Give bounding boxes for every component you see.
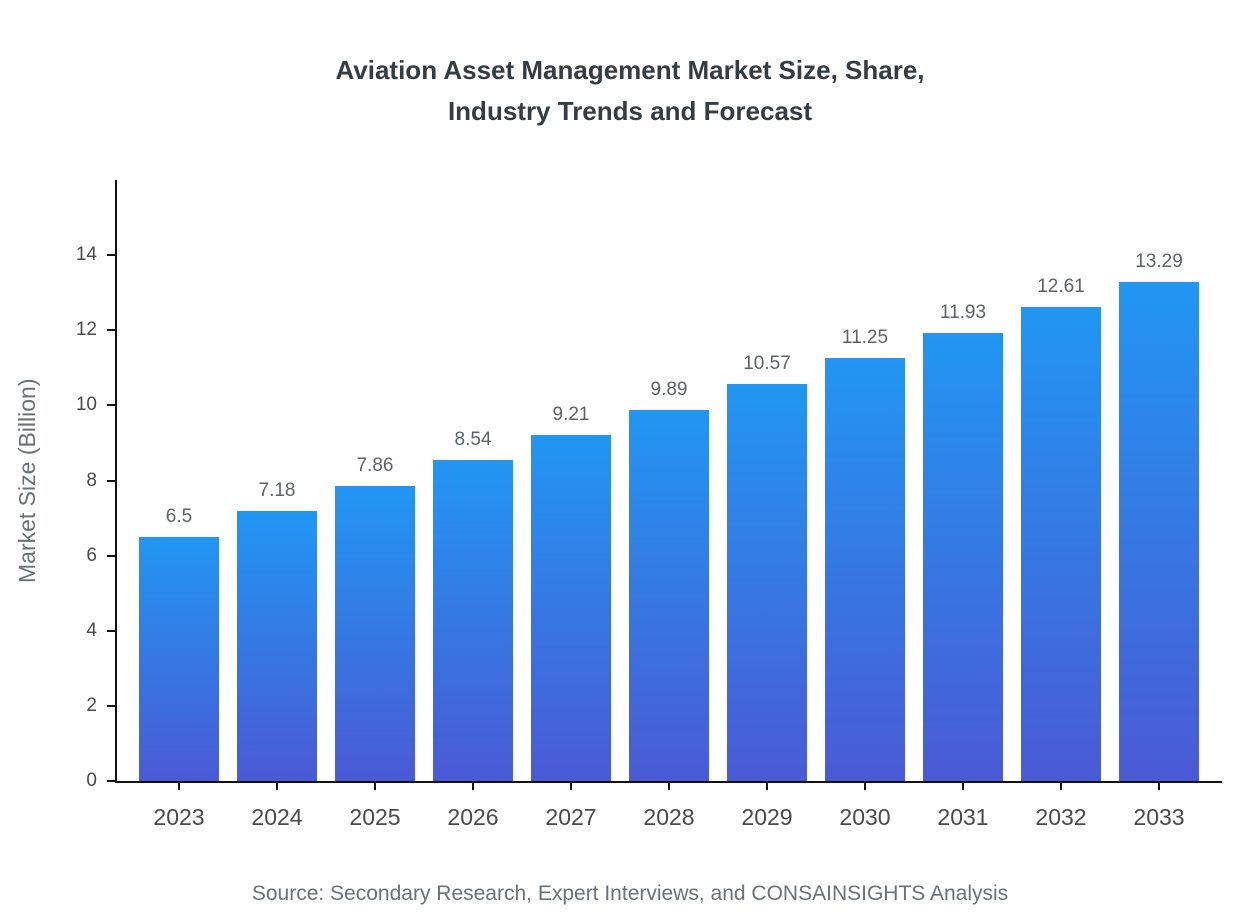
bar-value-label: 11.93 [939, 301, 987, 323]
x-tick-label: 2033 [1133, 804, 1185, 830]
bar-value-label: 9.89 [650, 378, 688, 400]
x-tick-mark [374, 783, 376, 790]
bar-2026: 8.54 2026 [433, 429, 513, 830]
chart-title-line1: Aviation Asset Management Market Size, S… [335, 55, 925, 85]
bar-2031: 11.93 2031 [923, 302, 1003, 830]
bar-2032: 12.61 2032 [1021, 276, 1101, 830]
y-tick-mark [107, 479, 115, 482]
x-tick-mark [178, 783, 180, 790]
bar-2024: 7.18 2024 [237, 480, 317, 830]
x-tick-label: 2023 [153, 804, 205, 830]
x-tick-label: 2028 [643, 804, 695, 830]
x-tick-mark [570, 783, 572, 790]
y-tick-mark [107, 554, 115, 557]
bar-2030: 11.25 2030 [825, 327, 905, 830]
x-tick-label: 2026 [447, 804, 499, 830]
source-note: Source: Secondary Research, Expert Inter… [251, 882, 1009, 905]
x-tick-mark [276, 783, 278, 790]
bars-container: 6.5 2023 7.18 2024 7.86 2025 8.54 2026 9.21 2027 9… [117, 180, 1222, 830]
x-tick-label: 2032 [1035, 804, 1087, 830]
y-axis-tick-labels: 0 2 4 6 8 10 12 14 [0, 180, 97, 791]
bar-value-label: 7.18 [258, 480, 296, 502]
bar-value-label: 8.54 [454, 429, 492, 451]
x-tick-mark [1158, 783, 1160, 790]
y-tick-mark [107, 629, 115, 632]
x-tick-label: 2030 [839, 804, 891, 830]
chart-title: Aviation Asset Management Market Size, S… [0, 50, 1260, 132]
x-tick-mark [962, 783, 964, 790]
bar-value-label: 12.61 [1037, 276, 1085, 298]
y-tick-label: 2 [86, 694, 97, 716]
x-tick-label: 2029 [741, 804, 793, 830]
y-tick-label: 0 [86, 770, 97, 791]
bar-value-label: 11.25 [841, 327, 889, 349]
y-tick-label: 8 [86, 469, 97, 491]
bar-value-label: 6.5 [165, 505, 193, 527]
plot-area: 6.5 2023 7.18 2024 7.86 2025 8.54 2026 9.21 2027 9… [107, 180, 1222, 830]
y-tick-mark [107, 404, 115, 407]
x-tick-mark [766, 783, 768, 790]
y-tick-mark [107, 254, 115, 257]
bar-2027: 9.21 2027 [531, 404, 611, 830]
x-tick-label: 2025 [349, 804, 401, 830]
y-tick-label: 4 [86, 619, 97, 641]
x-tick-label: 2024 [251, 804, 303, 830]
y-tick-label: 10 [75, 394, 97, 416]
y-tick-label: 6 [86, 544, 97, 566]
bar-value-label: 13.29 [1135, 250, 1183, 272]
y-tick-mark [107, 704, 115, 707]
y-tick-mark [107, 780, 115, 782]
y-tick-mark [107, 329, 115, 332]
bar-2028: 9.89 2028 [629, 379, 709, 830]
bar-value-label: 9.21 [552, 404, 590, 425]
bar-2025: 7.86 2025 [335, 455, 415, 830]
x-tick-label: 2027 [545, 804, 597, 830]
bar-2033: 13.29 2033 [1119, 251, 1199, 830]
bar-2023: 6.5 2023 [139, 506, 219, 830]
y-tick-label: 12 [75, 319, 97, 341]
chart-title-line2: Industry Trends and Forecast [447, 96, 813, 126]
x-tick-mark [668, 783, 670, 790]
bar-2029: 10.57 2029 [727, 353, 807, 830]
x-tick-mark [1060, 783, 1062, 790]
x-tick-mark [864, 783, 866, 790]
x-tick-mark [472, 783, 474, 790]
x-tick-label: 2031 [937, 804, 989, 830]
y-tick-label: 14 [75, 244, 97, 266]
bar-value-label: 10.57 [743, 353, 791, 374]
bar-value-label: 7.86 [356, 454, 394, 476]
